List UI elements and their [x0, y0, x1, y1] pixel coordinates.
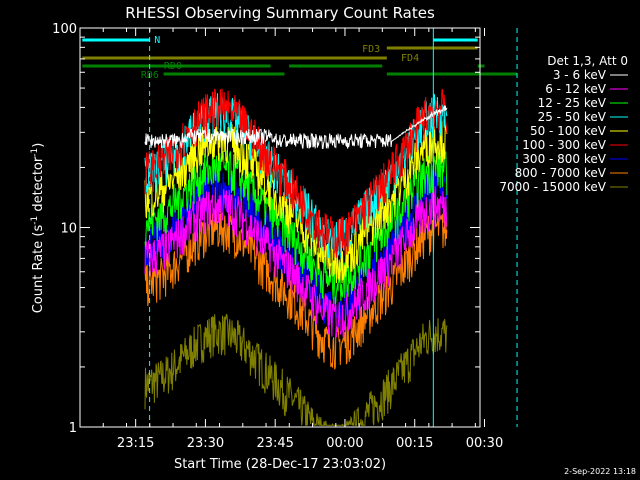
x-tick-label: 23:45: [256, 436, 293, 451]
y-tick-label: 10: [60, 222, 77, 237]
legend-entry-label: 800 - 7000 keV: [515, 166, 607, 180]
y-axis-label-mid: detector: [31, 156, 46, 216]
flag-label-rd0: RD0: [164, 61, 182, 72]
x-axis-label: Start Time (28-Dec-17 23:03:02): [174, 457, 386, 472]
x-tick-label: 00:00: [326, 436, 363, 451]
y-axis-label: Count Rate (s-1 detector-1): [30, 143, 46, 314]
y-axis-label-end: ): [31, 143, 46, 148]
y-axis-label-main: Count Rate (s: [31, 225, 46, 314]
y-tick-label: 1: [69, 421, 77, 436]
y-axis-label-sup2: -1: [30, 148, 40, 157]
flag-label-fd3: FD3: [362, 44, 380, 55]
legend-entry-label: 7000 - 15000 keV: [499, 180, 606, 194]
trace-line: [144, 313, 448, 426]
trace-line: [144, 149, 448, 305]
y-axis-label-sup: -1: [30, 216, 40, 225]
x-tick-label: 00:30: [466, 436, 503, 451]
legend-entry-label: 50 - 100 keV: [530, 124, 607, 138]
legend-entry-label: 3 - 6 keV: [553, 68, 607, 82]
axes-layer: 1 10 100 23:15 23:30 23:45 00:00 00:15 00:30: [52, 22, 503, 451]
flag-label-fd4: FD4: [401, 53, 419, 64]
legend-entry-label: 300 - 800 keV: [522, 152, 606, 166]
x-tick-label: 23:15: [117, 436, 154, 451]
trace-line: [144, 105, 448, 149]
legend-entry-label: 100 - 300 keV: [522, 138, 606, 152]
x-tick-label: 00:15: [396, 436, 433, 451]
flag-label-n: N: [154, 35, 160, 46]
legend-title: Det 1,3, Att 0: [547, 54, 628, 68]
generation-timestamp: 2-Sep-2022 13:18: [564, 467, 636, 476]
legend-entry-label: 12 - 25 keV: [538, 96, 607, 110]
traces-layer: [144, 88, 448, 426]
legend-entry-label: 6 - 12 keV: [545, 82, 607, 96]
legend-entry-label: 25 - 50 keV: [538, 110, 607, 124]
trace-line: [144, 186, 448, 339]
flag-bars-layer: NFD3FD4RD0RD6: [82, 28, 518, 427]
chart-title: RHESSI Observing Summary Count Rates: [125, 4, 435, 22]
x-tick-label: 23:30: [187, 436, 224, 451]
trace-line: [144, 208, 448, 370]
y-tick-label: 100: [52, 22, 77, 37]
